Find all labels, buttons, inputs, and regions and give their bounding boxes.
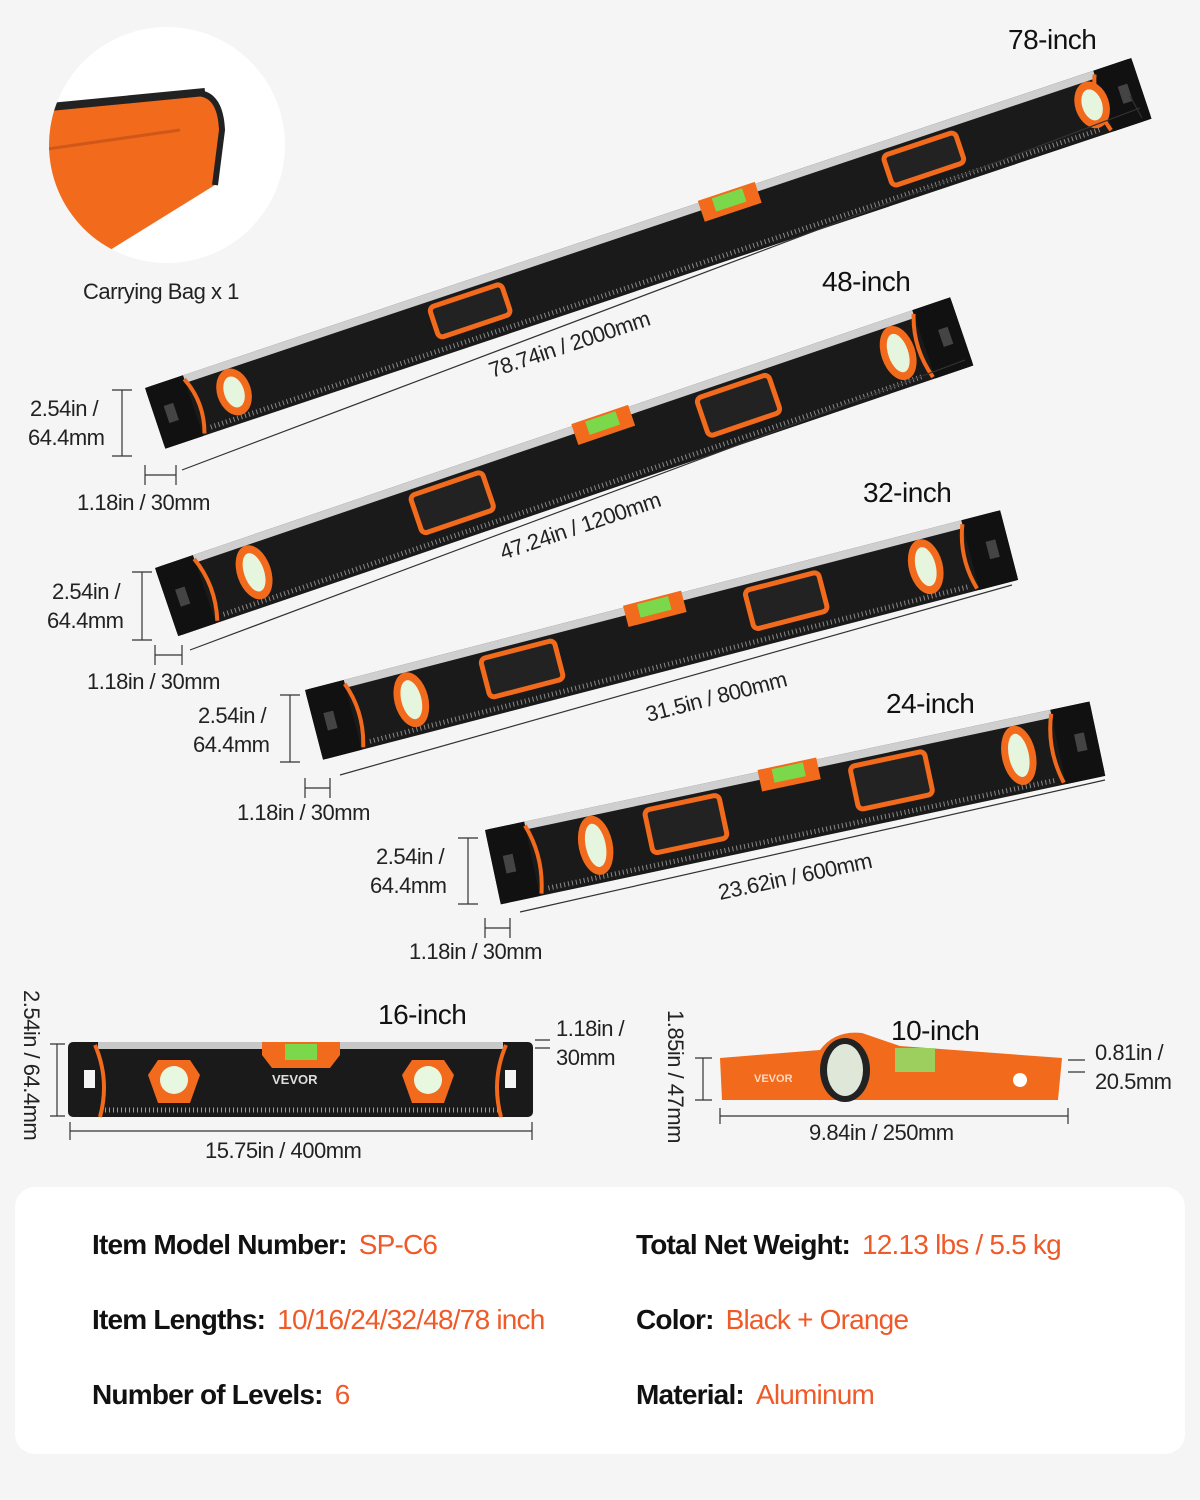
level-48-height-in: 2.54in / (52, 579, 122, 604)
spec-count: Number of Levels: 6 (92, 1379, 351, 1411)
level-16-image: VEVOR (68, 1042, 533, 1118)
ruler-scale (222, 373, 925, 617)
level-10-height: 1.85in / 47mm (663, 1010, 688, 1143)
spec-label: Color: (636, 1304, 714, 1335)
level-78-image (145, 58, 1152, 449)
level-48-width: 1.18in / 30mm (87, 669, 220, 694)
level-48-image (155, 297, 974, 637)
level-16-dimension-lines (50, 1039, 550, 1140)
spec-label: Number of Levels: (92, 1379, 323, 1410)
handle-cutout (478, 638, 566, 700)
dimension-lines (112, 95, 1143, 938)
level-32-length: 31.5in / 800mm (643, 666, 789, 726)
level-16-width-mm: 30mm (556, 1045, 615, 1070)
handle-cutout (408, 470, 496, 536)
brand-logo: VEVOR (272, 1072, 318, 1087)
level-32-title: 32-inch (863, 477, 951, 508)
spec-weight: Total Net Weight: 12.13 lbs / 5.5 kg (636, 1229, 1062, 1261)
level-24-image (485, 701, 1106, 905)
spec-value: Aluminum (755, 1379, 875, 1410)
level-24-height-mm: 64.4mm (370, 873, 446, 898)
ruler-scale (369, 584, 969, 744)
level-24-title: 24-inch (886, 688, 974, 719)
level-78-title: 78-inch (1008, 24, 1096, 55)
handle-cutout (427, 282, 513, 340)
spec-model: Item Model Number: SP-C6 (92, 1229, 438, 1261)
spec-color: Color: Black + Orange (636, 1304, 909, 1336)
level-16-height: 2.54in / 64.4mm (19, 990, 44, 1140)
spec-lengths: Item Lengths: 10/16/24/32/48/78 inch (92, 1304, 545, 1336)
level-24-length: 23.62in / 600mm (716, 848, 874, 905)
spec-value: SP-C6 (358, 1229, 438, 1260)
brand-logo-10: VEVOR (754, 1073, 793, 1085)
spec-label: Item Model Number: (92, 1229, 348, 1260)
level-16-length: 15.75in / 400mm (205, 1138, 361, 1163)
spec-material: Material: Aluminum (636, 1379, 875, 1411)
specs-card: Item Model Number: SP-C6 Item Lengths: 10/… (15, 1187, 1185, 1454)
spec-label: Total Net Weight: (636, 1229, 851, 1260)
level-10-width-mm: 20.5mm (1095, 1069, 1171, 1094)
level-24-height-in: 2.54in / (376, 844, 446, 869)
spec-value: 12.13 lbs / 5.5 kg (862, 1229, 1062, 1260)
level-16-width-in: 1.18in / (556, 1016, 626, 1041)
carrying-bag-label: Carrying Bag x 1 (83, 279, 239, 304)
level-10-image: VEVOR (720, 1032, 1062, 1102)
level-10-length: 9.84in / 250mm (809, 1120, 954, 1145)
handle-cutout (742, 570, 830, 631)
level-78-height-mm: 64.4mm (28, 425, 104, 450)
level-10-width-in: 0.81in / (1095, 1040, 1165, 1065)
spec-value: Black + Orange (725, 1304, 909, 1335)
level-78-height-in: 2.54in / (30, 396, 100, 421)
handle-cutout (848, 749, 935, 812)
handle-cutout (881, 130, 967, 188)
handle-cutout (642, 793, 730, 856)
level-10-title: 10-inch (891, 1015, 979, 1046)
carrying-bag-image (49, 27, 285, 263)
spec-value: 6 (334, 1379, 351, 1410)
level-32-width: 1.18in / 30mm (237, 800, 370, 825)
level-32-image (305, 510, 1019, 760)
level-48-height-mm: 64.4mm (47, 608, 123, 633)
level-32-height-mm: 64.4mm (193, 732, 269, 757)
level-10-dimension-lines (695, 1057, 1085, 1124)
level-78-width: 1.18in / 30mm (77, 490, 210, 515)
spec-label: Item Lengths: (92, 1304, 266, 1335)
handle-cutout (694, 372, 783, 438)
spec-value: 10/16/24/32/48/78 inch (277, 1304, 545, 1335)
level-16-title: 16-inch (378, 999, 466, 1030)
ruler-scale (210, 126, 1104, 430)
level-24-width: 1.18in / 30mm (409, 939, 542, 964)
level-32-height-in: 2.54in / (198, 703, 268, 728)
level-48-title: 48-inch (822, 266, 910, 297)
spec-label: Material: (636, 1379, 745, 1410)
